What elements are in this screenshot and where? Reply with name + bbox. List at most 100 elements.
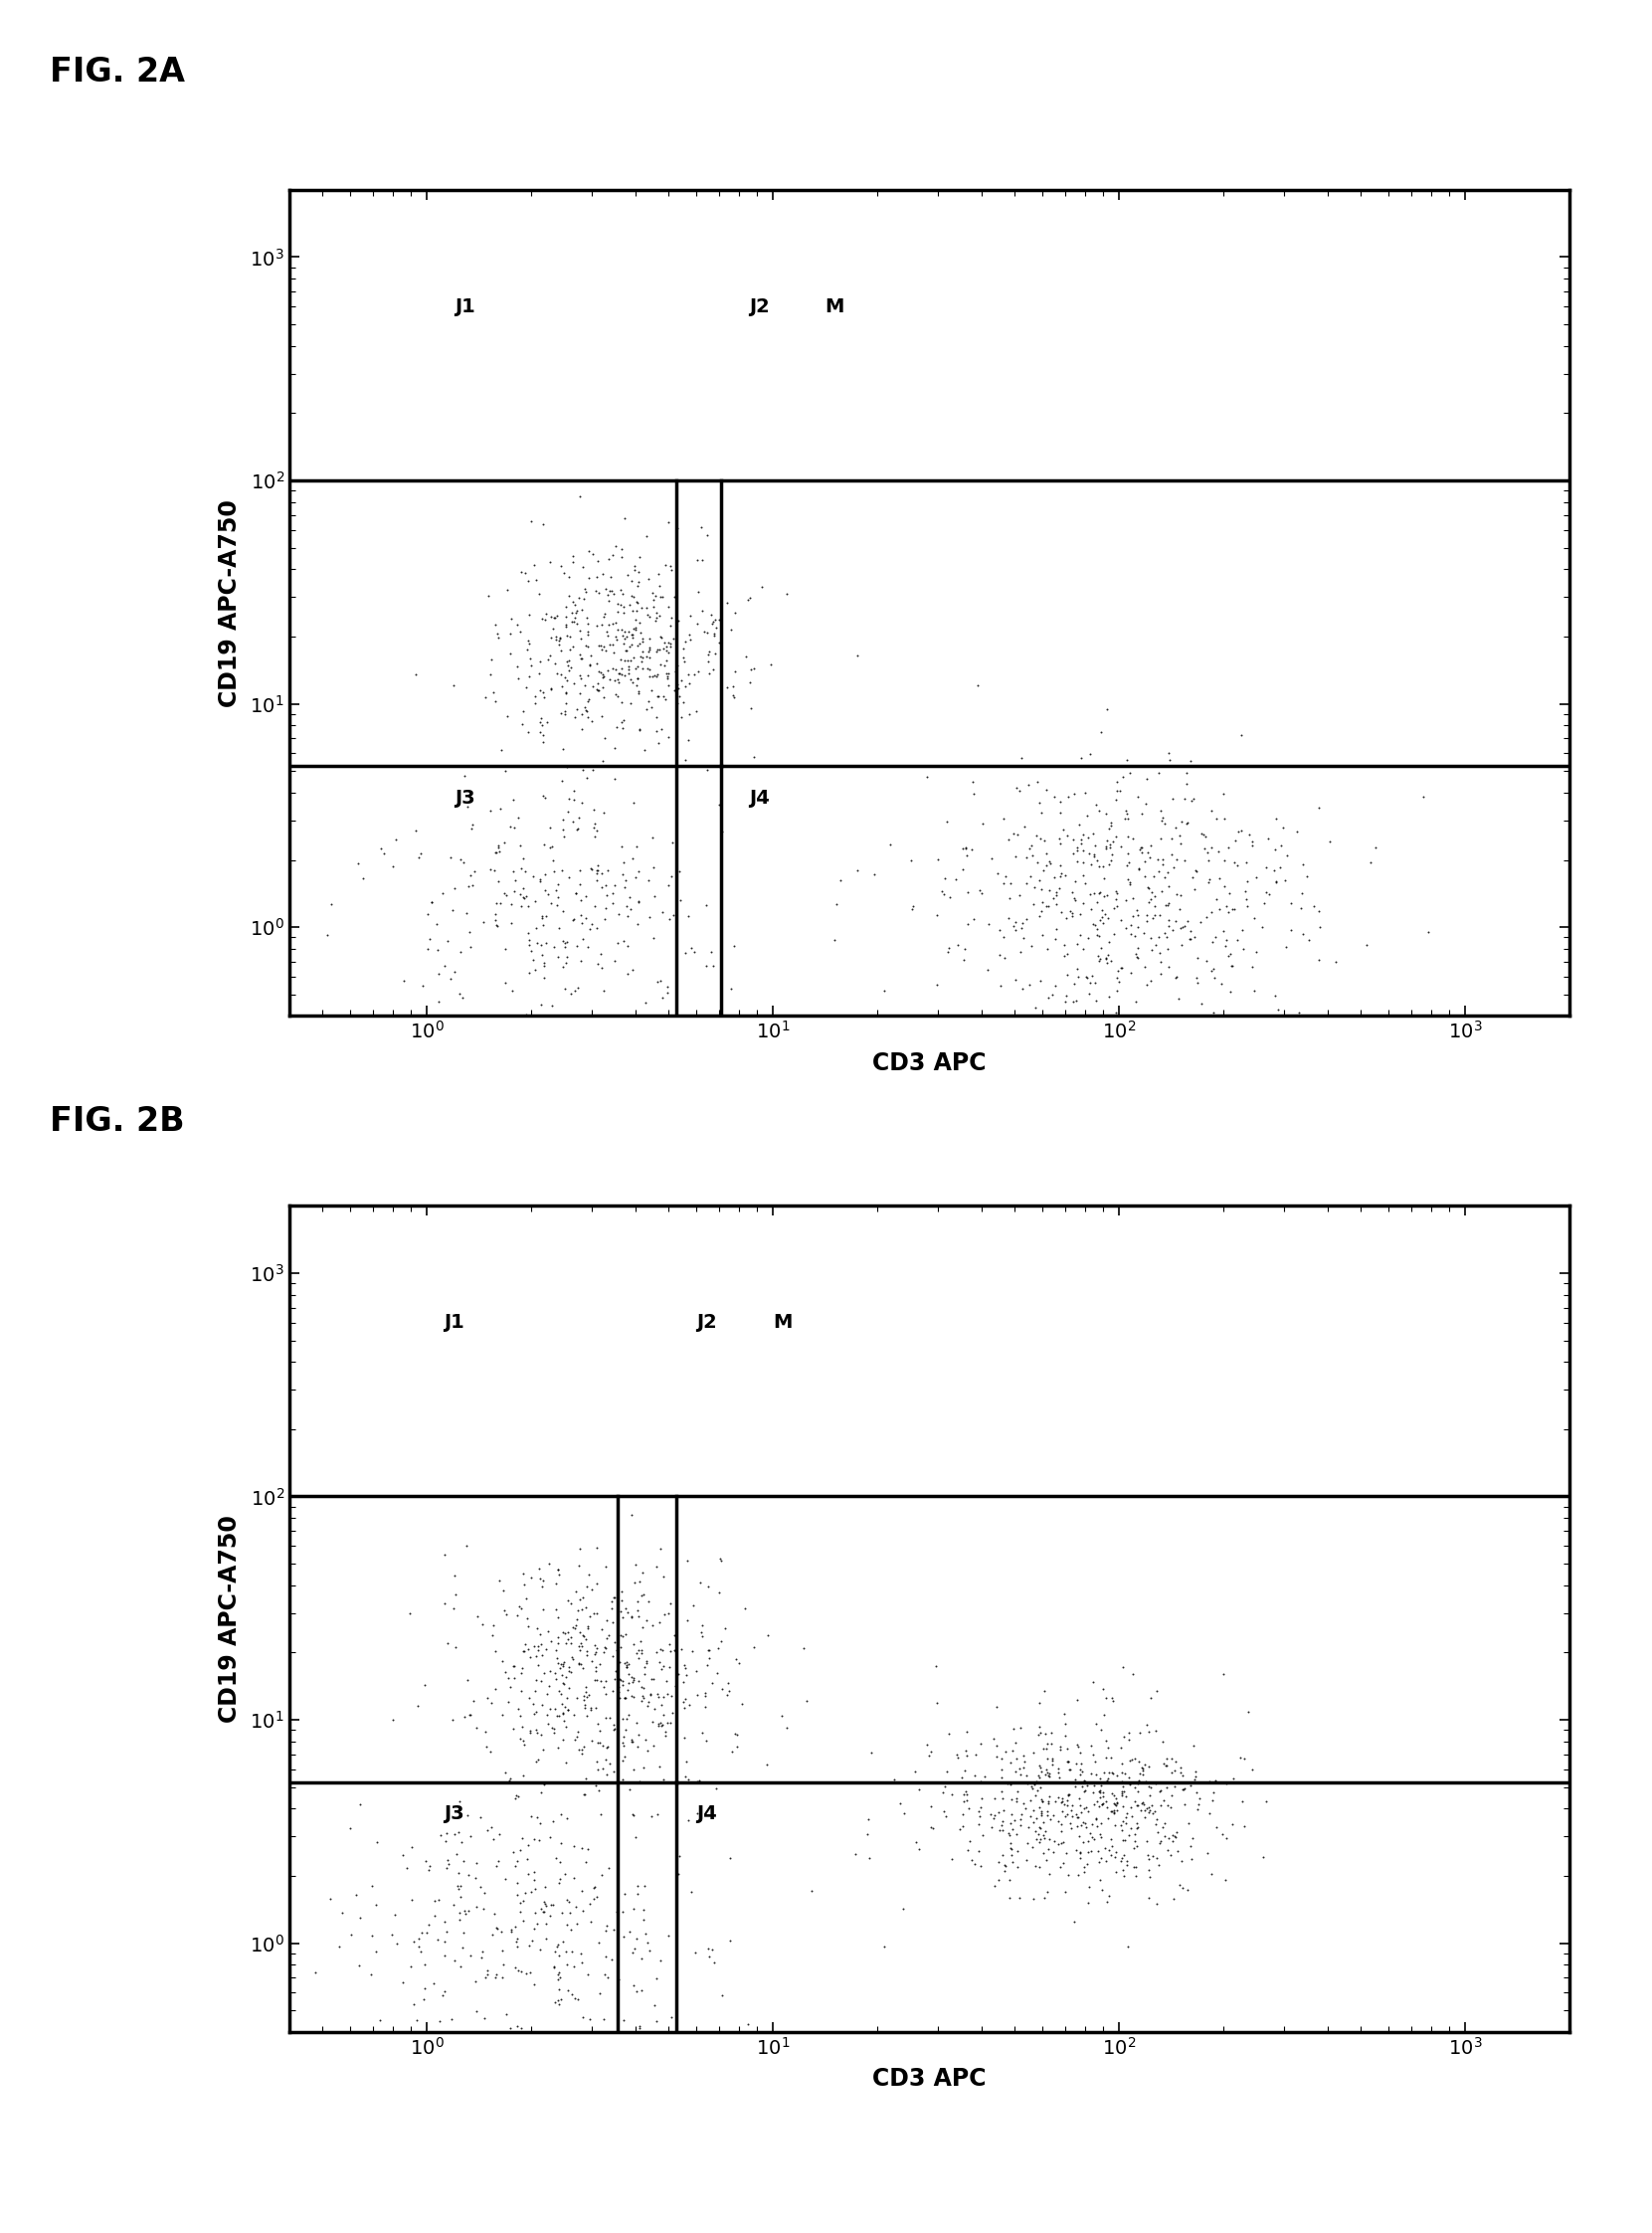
Point	[709, 1978, 735, 2014]
Point	[509, 1820, 535, 1856]
Point	[593, 891, 620, 927]
Point	[624, 1706, 651, 1742]
Point	[620, 840, 646, 875]
Point	[529, 1891, 555, 1927]
Point	[1052, 1717, 1079, 1753]
Point	[1074, 1847, 1100, 1882]
Point	[410, 969, 436, 1005]
Point	[1087, 1773, 1113, 1809]
Point	[575, 1956, 601, 1992]
Point	[1039, 976, 1066, 1012]
Point	[948, 1760, 975, 1795]
Point	[1176, 1806, 1203, 1842]
Point	[486, 1563, 512, 1599]
Point	[464, 1599, 491, 1635]
Point	[1140, 900, 1166, 936]
Point	[672, 1744, 699, 1780]
Point	[1194, 842, 1221, 878]
Point	[1008, 739, 1034, 775]
Point	[329, 1896, 355, 1932]
Point	[1120, 898, 1146, 933]
Point	[1160, 1822, 1186, 1858]
Point	[1113, 1800, 1140, 1836]
Point	[560, 585, 586, 621]
Point	[965, 1793, 991, 1829]
Point	[633, 1646, 659, 1681]
Point	[596, 574, 623, 610]
Point	[477, 657, 504, 692]
Point	[585, 1773, 611, 1809]
Point	[591, 596, 618, 632]
Point	[1092, 1844, 1118, 1880]
Point	[524, 924, 550, 960]
Point	[509, 694, 535, 730]
Point	[595, 1958, 621, 1994]
Point	[532, 945, 558, 980]
Point	[1047, 1813, 1074, 1849]
Point	[656, 654, 682, 690]
Point	[575, 1831, 601, 1867]
Point	[580, 790, 606, 826]
Point	[334, 2097, 360, 2133]
Point	[616, 1657, 643, 1693]
Point	[1123, 1858, 1150, 1894]
Point	[629, 639, 656, 674]
Point	[510, 842, 537, 878]
Point	[646, 1606, 672, 1641]
Point	[1047, 826, 1074, 862]
Point	[657, 625, 684, 661]
Point	[1196, 862, 1222, 898]
Point	[568, 786, 595, 822]
Point	[953, 837, 980, 873]
Point	[624, 1728, 651, 1764]
Point	[923, 1648, 950, 1684]
Point	[547, 1646, 573, 1681]
Point	[657, 857, 684, 893]
Point	[573, 759, 600, 795]
Point	[1211, 775, 1237, 811]
Point	[672, 668, 699, 703]
Point	[560, 1641, 586, 1677]
Point	[621, 1547, 648, 1583]
Point	[421, 1898, 448, 1934]
Point	[582, 1882, 608, 1918]
Point	[519, 1798, 545, 1833]
Point	[1066, 806, 1092, 842]
Point	[669, 1664, 695, 1699]
Point	[1019, 887, 1046, 922]
Point	[1104, 974, 1130, 1009]
Point	[600, 875, 626, 911]
Point	[595, 614, 621, 650]
Point	[1094, 1789, 1120, 1824]
Point	[1155, 887, 1181, 922]
Point	[1003, 913, 1029, 949]
Point	[1295, 922, 1322, 958]
Point	[616, 630, 643, 665]
Point	[610, 1719, 636, 1755]
Point	[616, 657, 643, 692]
Point	[1019, 837, 1046, 873]
Point	[681, 933, 707, 969]
Point	[572, 1775, 598, 1811]
Point	[1305, 893, 1332, 929]
Point	[601, 605, 628, 641]
Point	[1062, 882, 1089, 918]
Point	[1133, 967, 1160, 1003]
Point	[1125, 1809, 1151, 1844]
Text: J1: J1	[454, 297, 476, 317]
Point	[411, 1970, 438, 2005]
Point	[1008, 1809, 1034, 1844]
Point	[517, 1559, 544, 1594]
Point	[588, 2036, 615, 2072]
Point	[605, 1612, 631, 1648]
Point	[578, 851, 605, 887]
Point	[535, 1614, 562, 1650]
Point	[600, 1753, 626, 1789]
Point	[905, 1771, 932, 1806]
Point	[1135, 1748, 1161, 1784]
Point	[1089, 1804, 1115, 1840]
Point	[952, 1733, 978, 1769]
Point	[605, 895, 631, 931]
Point	[689, 509, 715, 545]
Point	[582, 1871, 608, 1907]
